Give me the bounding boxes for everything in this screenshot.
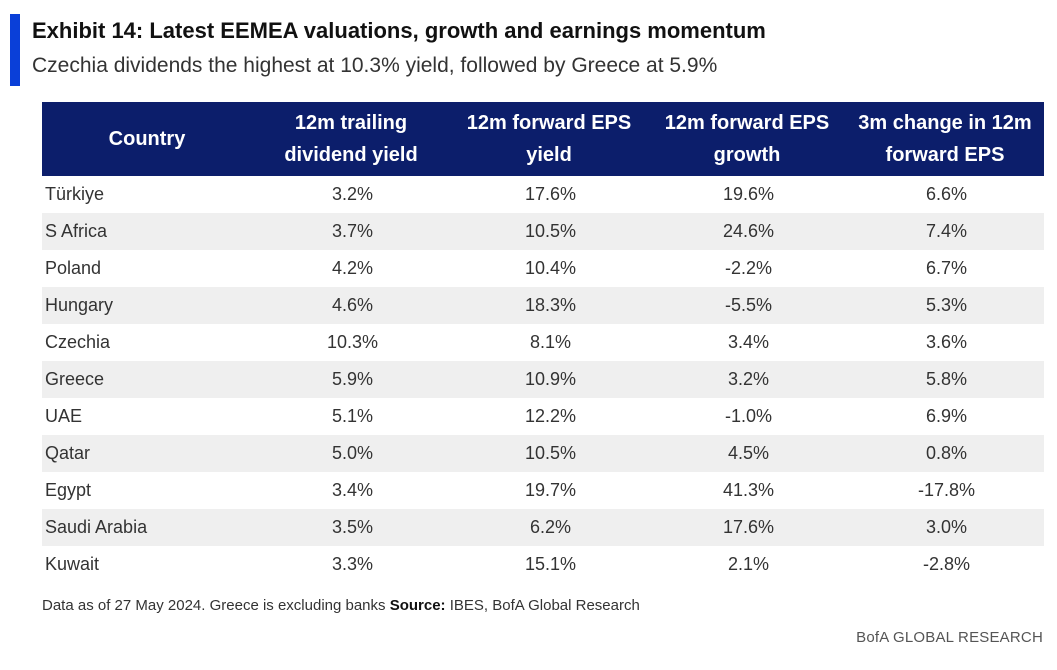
eps-yield-cell: 17.6% — [450, 176, 648, 213]
eps-yield-cell: 10.9% — [450, 361, 648, 398]
header-row: Country 12m trailing dividend yield 12m … — [42, 102, 1044, 176]
table-row: Qatar 5.0% 10.5% 4.5% 0.8% — [42, 435, 1044, 472]
country-cell: Poland — [42, 250, 252, 287]
exhibit-title: Exhibit 14: Latest EEMEA valuations, gro… — [32, 18, 766, 43]
dividend-yield-cell: 3.7% — [252, 213, 450, 250]
eps-change-cell: 3.0% — [846, 509, 1044, 546]
table-row: Czechia 10.3% 8.1% 3.4% 3.6% — [42, 324, 1044, 361]
valuations-table: Country 12m trailing dividend yield 12m … — [42, 102, 1044, 583]
eps-growth-cell: -1.0% — [648, 398, 846, 435]
footnote-note: Data as of 27 May 2024. Greece is exclud… — [42, 597, 390, 614]
dividend-yield-cell: 5.1% — [252, 398, 450, 435]
exhibit-accent-bar — [10, 14, 20, 86]
eps-growth-cell: -2.2% — [648, 250, 846, 287]
footnote-source-label: Source: — [389, 597, 446, 614]
dividend-yield-cell: 3.4% — [252, 472, 450, 509]
table-body: Türkiye 3.2% 17.6% 19.6% 6.6% S Africa 3… — [42, 176, 1044, 583]
eps-yield-cell: 19.7% — [450, 472, 648, 509]
table-row: Türkiye 3.2% 17.6% 19.6% 6.6% — [42, 176, 1044, 213]
country-cell: UAE — [42, 398, 252, 435]
eps-yield-cell: 10.5% — [450, 213, 648, 250]
branding-label: BofA GLOBAL RESEARCH — [856, 629, 1043, 646]
table-row: Kuwait 3.3% 15.1% 2.1% -2.8% — [42, 546, 1044, 583]
eps-change-cell: 6.7% — [846, 250, 1044, 287]
eps-change-cell: 5.3% — [846, 287, 1044, 324]
dividend-yield-cell: 3.2% — [252, 176, 450, 213]
column-header-country: Country — [42, 102, 252, 176]
column-header-eps-growth: 12m forward EPS growth — [648, 102, 846, 176]
country-cell: Kuwait — [42, 546, 252, 583]
table-row: Poland 4.2% 10.4% -2.2% 6.7% — [42, 250, 1044, 287]
dividend-yield-cell: 4.2% — [252, 250, 450, 287]
column-header-dividend-yield: 12m trailing dividend yield — [252, 102, 450, 176]
eps-growth-cell: 2.1% — [648, 546, 846, 583]
table-row: Saudi Arabia 3.5% 6.2% 17.6% 3.0% — [42, 509, 1044, 546]
column-header-eps-yield: 12m forward EPS yield — [450, 102, 648, 176]
eps-yield-cell: 8.1% — [450, 324, 648, 361]
dividend-yield-cell: 5.9% — [252, 361, 450, 398]
eps-yield-cell: 10.4% — [450, 250, 648, 287]
eps-yield-cell: 12.2% — [450, 398, 648, 435]
eps-change-cell: 3.6% — [846, 324, 1044, 361]
eps-growth-cell: -5.5% — [648, 287, 846, 324]
eps-growth-cell: 17.6% — [648, 509, 846, 546]
exhibit-subtitle: Czechia dividends the highest at 10.3% y… — [32, 54, 718, 77]
eps-growth-cell: 41.3% — [648, 472, 846, 509]
footnote-source-text: IBES, BofA Global Research — [445, 597, 640, 614]
table-row: Hungary 4.6% 18.3% -5.5% 5.3% — [42, 287, 1044, 324]
eps-yield-cell: 18.3% — [450, 287, 648, 324]
dividend-yield-cell: 10.3% — [252, 324, 450, 361]
eps-change-cell: -2.8% — [846, 546, 1044, 583]
table-row: S Africa 3.7% 10.5% 24.6% 7.4% — [42, 213, 1044, 250]
eps-yield-cell: 15.1% — [450, 546, 648, 583]
country-cell: Hungary — [42, 287, 252, 324]
eps-growth-cell: 4.5% — [648, 435, 846, 472]
country-cell: Türkiye — [42, 176, 252, 213]
dividend-yield-cell: 4.6% — [252, 287, 450, 324]
country-cell: Egypt — [42, 472, 252, 509]
eps-change-cell: 6.6% — [846, 176, 1044, 213]
dividend-yield-cell: 3.3% — [252, 546, 450, 583]
eps-change-cell: 0.8% — [846, 435, 1044, 472]
table-row: Egypt 3.4% 19.7% 41.3% -17.8% — [42, 472, 1044, 509]
column-header-eps-change-3m: 3m change in 12m forward EPS — [846, 102, 1044, 176]
table-header: Country 12m trailing dividend yield 12m … — [42, 102, 1044, 176]
country-cell: Qatar — [42, 435, 252, 472]
eps-growth-cell: 3.4% — [648, 324, 846, 361]
country-cell: S Africa — [42, 213, 252, 250]
dividend-yield-cell: 3.5% — [252, 509, 450, 546]
eps-growth-cell: 19.6% — [648, 176, 846, 213]
country-cell: Greece — [42, 361, 252, 398]
eps-change-cell: -17.8% — [846, 472, 1044, 509]
country-cell: Saudi Arabia — [42, 509, 252, 546]
table-row: Greece 5.9% 10.9% 3.2% 5.8% — [42, 361, 1044, 398]
footnote: Data as of 27 May 2024. Greece is exclud… — [42, 597, 640, 614]
eps-yield-cell: 6.2% — [450, 509, 648, 546]
dividend-yield-cell: 5.0% — [252, 435, 450, 472]
eps-growth-cell: 24.6% — [648, 213, 846, 250]
country-cell: Czechia — [42, 324, 252, 361]
eps-change-cell: 5.8% — [846, 361, 1044, 398]
eps-growth-cell: 3.2% — [648, 361, 846, 398]
eps-change-cell: 6.9% — [846, 398, 1044, 435]
eps-yield-cell: 10.5% — [450, 435, 648, 472]
table-row: UAE 5.1% 12.2% -1.0% 6.9% — [42, 398, 1044, 435]
eps-change-cell: 7.4% — [846, 213, 1044, 250]
